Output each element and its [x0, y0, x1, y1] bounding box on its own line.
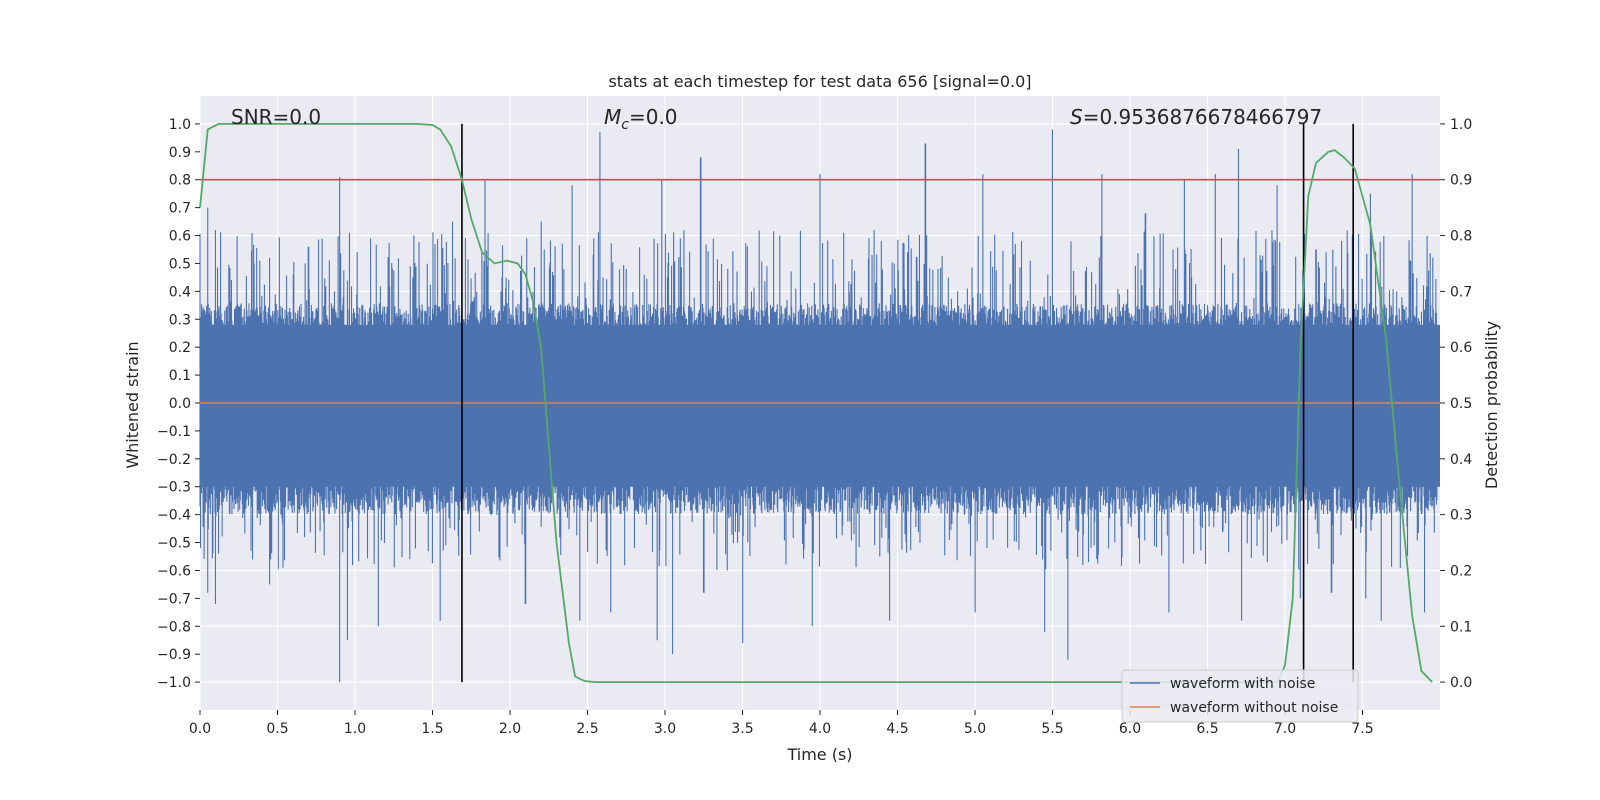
y-left-tick-label: −0.3	[157, 480, 191, 496]
y-right-tick-label: 0.3	[1450, 508, 1472, 524]
y-left-tick-label: −0.5	[157, 536, 191, 552]
y-axis-label-left: Whitened strain	[123, 341, 142, 468]
y-right-tick-label: 0.1	[1450, 619, 1472, 635]
legend-label-clean: waveform without noise	[1170, 700, 1338, 716]
y-left-tick-label: 0.0	[169, 396, 191, 412]
y-right-tick-label: 0.2	[1450, 563, 1472, 579]
legend: waveform with noise waveform without noi…	[1121, 669, 1359, 723]
x-tick-label: 4.5	[886, 721, 908, 737]
s-annotation: S=0.9536876678466797	[1070, 105, 1322, 129]
y-left-tick-label: 0.3	[169, 312, 191, 328]
y-left-tick-label: 1.0	[169, 117, 191, 133]
y-left-tick-label: 0.4	[169, 284, 191, 300]
mc-subscript: c	[621, 117, 629, 133]
mc-symbol: M	[604, 105, 621, 129]
x-tick-label: 0.5	[266, 721, 288, 737]
y-right-tick-label: 0.6	[1450, 340, 1472, 356]
y-left-tick-label: 0.2	[169, 340, 191, 356]
legend-box	[1121, 669, 1359, 723]
y-left-tick-label: 0.5	[169, 256, 191, 272]
y-left-tick-label: 0.9	[169, 145, 191, 161]
x-tick-label: 3.5	[731, 721, 753, 737]
x-tick-label: 5.5	[1041, 721, 1063, 737]
detection-probability-line	[199, 123, 1433, 683]
y-left-tick-label: −0.4	[157, 508, 191, 524]
x-tick-label: 1.0	[344, 721, 366, 737]
s-symbol: S	[1070, 105, 1083, 129]
y-left-tick-label: −0.7	[157, 591, 191, 607]
x-tick-label: 2.0	[499, 721, 521, 737]
mc-value: =0.0	[629, 105, 678, 129]
y-left-tick-label: 0.6	[169, 229, 191, 245]
x-tick-label: 4.0	[809, 721, 831, 737]
y-left-tick-label: 0.8	[169, 173, 191, 189]
x-axis-label: Time (s)	[786, 745, 852, 764]
x-tick-label: 7.0	[1274, 721, 1296, 737]
ticks: 0.0 0.5 1.0 1.5 2.0 2.5 3.0 3.5 4.0 4.5 5.0 5.5 6.0 6…	[157, 117, 1472, 737]
x-tick-label: 6.0	[1119, 721, 1141, 737]
y-axis-label-right: Detection probability	[1482, 321, 1501, 489]
x-tick-label: 3.0	[654, 721, 676, 737]
x-tick-label: 6.5	[1196, 721, 1218, 737]
y-left-tick-label: −0.2	[157, 452, 191, 468]
x-tick-label: 5.0	[964, 721, 986, 737]
x-tick-label: 2.5	[576, 721, 598, 737]
y-left-tick-label: −0.1	[157, 424, 191, 440]
y-right-tick-label: 0.9	[1450, 173, 1472, 189]
y-right-tick-label: 0.4	[1450, 452, 1472, 468]
y-right-tick-label: 1.0	[1450, 117, 1472, 133]
x-tick-label: 0.0	[189, 721, 211, 737]
mc-annotation: Mc=0.0	[604, 105, 678, 133]
y-left-tick-label: −0.8	[157, 619, 191, 635]
y-left-tick-label: 0.1	[169, 368, 191, 384]
legend-label-noise: waveform with noise	[1170, 676, 1315, 692]
x-tick-label: 7.5	[1351, 721, 1373, 737]
y-right-tick-label: 0.8	[1450, 229, 1472, 245]
y-right-tick-label: 0.5	[1450, 396, 1472, 412]
chart-title: stats at each timestep for test data 656…	[608, 72, 1031, 91]
waveform-with-noise-core	[200, 324, 1440, 487]
s-value: =0.9536876678466797	[1083, 105, 1322, 129]
y-right-tick-label: 0.7	[1450, 284, 1472, 300]
y-left-tick-label: −0.9	[157, 647, 191, 663]
y-left-tick-label: −1.0	[157, 675, 191, 691]
noise-trace	[199, 129, 1440, 683]
snr-annotation: SNR=0.0	[231, 105, 321, 129]
y-left-tick-label: 0.7	[169, 201, 191, 217]
y-left-tick-label: −0.6	[157, 563, 191, 579]
x-tick-label: 1.5	[421, 721, 443, 737]
y-right-tick-label: 0.0	[1450, 675, 1472, 691]
marks	[199, 123, 1440, 683]
